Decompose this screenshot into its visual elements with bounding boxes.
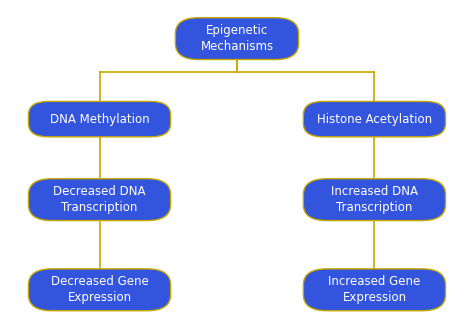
Text: Increased DNA
Transcription: Increased DNA Transcription — [331, 185, 418, 214]
Text: Decreased DNA
Transcription: Decreased DNA Transcription — [53, 185, 146, 214]
Text: Decreased Gene
Expression: Decreased Gene Expression — [51, 275, 148, 304]
FancyBboxPatch shape — [175, 18, 299, 60]
FancyBboxPatch shape — [28, 179, 171, 221]
FancyBboxPatch shape — [28, 269, 171, 311]
Text: Increased Gene
Expression: Increased Gene Expression — [328, 275, 420, 304]
FancyBboxPatch shape — [303, 269, 446, 311]
Text: Epigenetic
Mechanisms: Epigenetic Mechanisms — [201, 24, 273, 53]
FancyBboxPatch shape — [303, 101, 446, 137]
Text: Histone Acetylation: Histone Acetylation — [317, 113, 432, 126]
Text: DNA Methylation: DNA Methylation — [50, 113, 149, 126]
FancyBboxPatch shape — [28, 101, 171, 137]
FancyBboxPatch shape — [303, 179, 446, 221]
